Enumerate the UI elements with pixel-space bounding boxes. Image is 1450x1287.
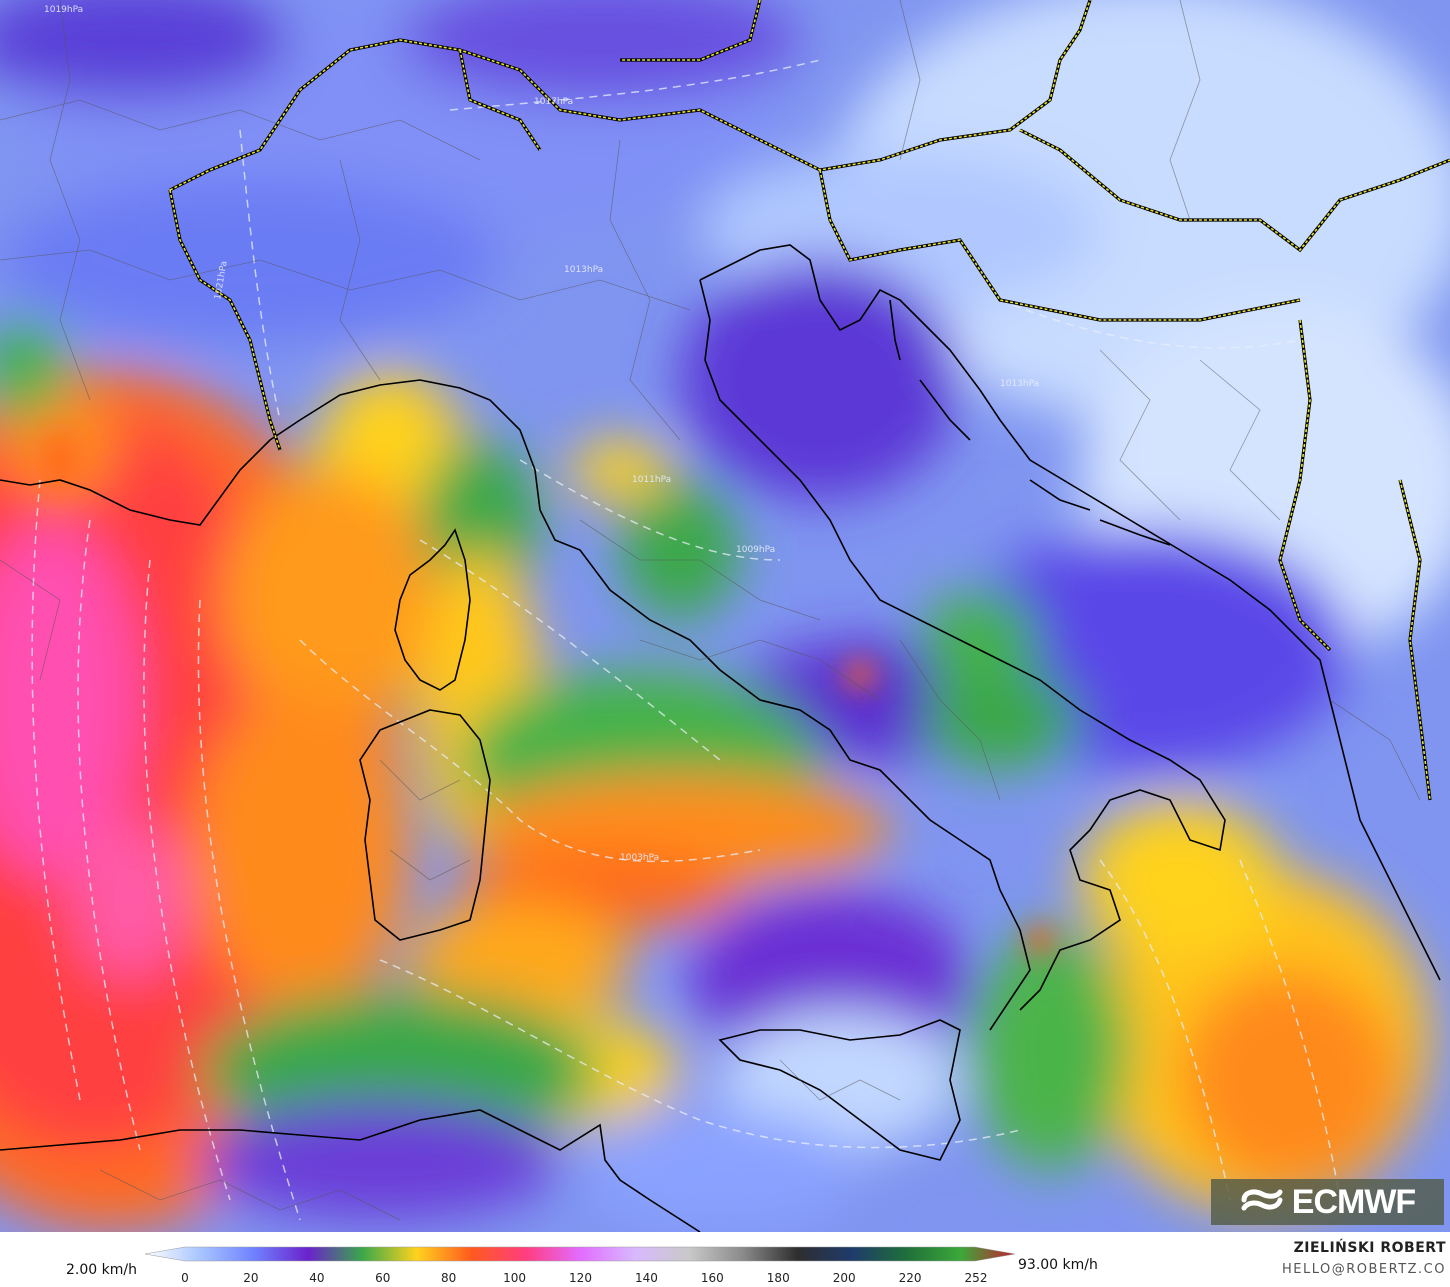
colorbar-min-label: 2.00 km/h <box>66 1262 137 1278</box>
colorbar-tick-label: 140 <box>634 1271 658 1285</box>
national-borders <box>168 0 1450 801</box>
ecmwf-logo: ECMWF <box>1211 1179 1444 1225</box>
isobar-label: 1013hPa <box>1000 379 1039 389</box>
isobar-label: 1009hPa <box>736 545 775 555</box>
ecmwf-logo-text: ECMWF <box>1291 1182 1416 1221</box>
colorbar-tick-label: 180 <box>766 1271 790 1285</box>
colorbar-tick-label: 80 <box>441 1271 457 1285</box>
ecmwf-wave-icon <box>1240 1186 1284 1218</box>
colorbar-max-label: 93.00 km/h <box>1018 1257 1098 1273</box>
colorbar-tick-label: 40 <box>309 1271 325 1285</box>
isobar-label: 1003hPa <box>620 853 659 863</box>
colorbar-tick-label: 252 <box>964 1271 988 1285</box>
colorbar-tick-label: 120 <box>569 1271 592 1285</box>
isobars <box>31 59 1341 1221</box>
colorbar-tick-label: 100 <box>503 1271 527 1285</box>
legend-footer <box>0 1232 1450 1287</box>
colorbar-tick-label: 60 <box>375 1271 391 1285</box>
author-credit: ZIELIŃSKI ROBERT <box>1293 1240 1446 1256</box>
wind-map: 1019hPa 1017hPa 1021hPa 1013hPa 1011hPa … <box>0 0 1450 1232</box>
isobar-labels: 1019hPa 1017hPa 1021hPa 1013hPa 1011hPa … <box>44 5 1039 863</box>
colorbar-tick-label: 20 <box>243 1271 259 1285</box>
colorbar <box>144 1246 1016 1262</box>
isobar-label: 1011hPa <box>632 475 671 485</box>
colorbar-tick-label: 200 <box>832 1271 856 1285</box>
colorbar-tick-label: 220 <box>898 1271 922 1285</box>
isobar-label: 1013hPa <box>564 265 603 275</box>
regional-borders <box>0 0 1421 1221</box>
colorbar-tick-label: 160 <box>700 1271 724 1285</box>
isobar-label: 1019hPa <box>44 5 83 15</box>
author-email: HELLO@ROBERTZ.CO <box>1281 1262 1446 1277</box>
colorbar-gradient <box>144 1246 1016 1262</box>
isobar-label: 1017hPa <box>534 97 573 107</box>
colorbar-tick-label: 0 <box>181 1271 189 1285</box>
coastlines <box>0 244 1441 1232</box>
